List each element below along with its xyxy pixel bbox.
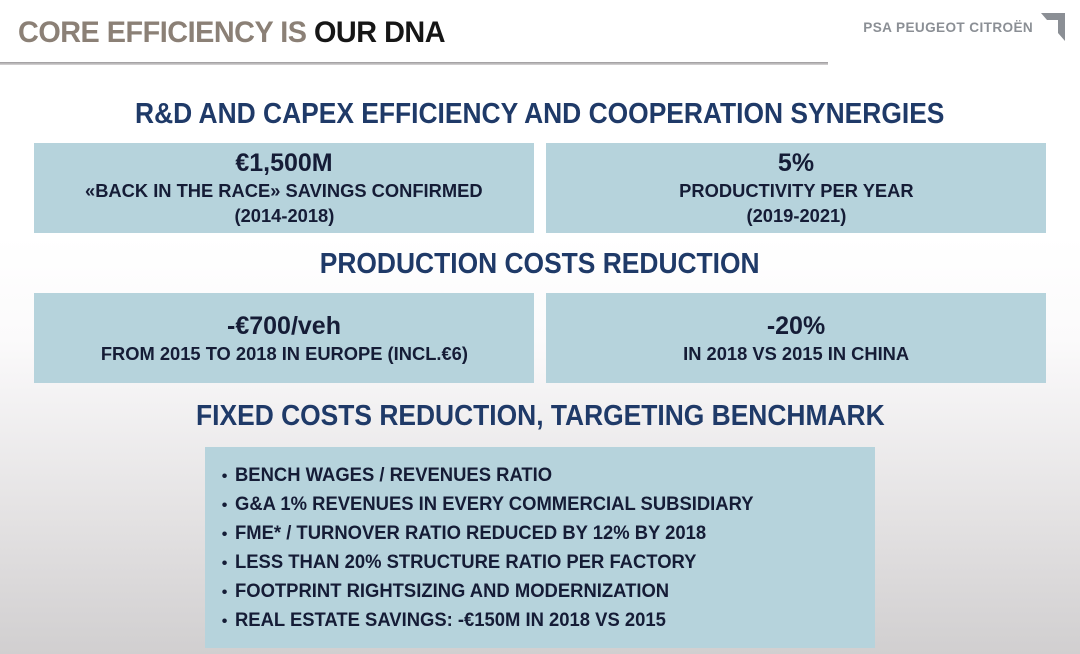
stat-headline: 5% <box>777 149 815 177</box>
stat-box-back-in-race-savings: €1,500M «BACK IN THE RACE» SAVINGS CONFI… <box>34 143 534 233</box>
section-heading-production-costs: PRODUCTION COSTS REDUCTION <box>320 248 760 280</box>
stat-line: PRODUCTIVITY PER YEAR <box>678 180 914 201</box>
stat-box-productivity: 5% PRODUCTIVITY PER YEAR (2019-2021) <box>546 143 1046 233</box>
stat-headline: €1,500M <box>235 149 333 177</box>
page-title-muted: CORE EFFICIENCY IS <box>18 16 314 49</box>
psa-corner-logo-icon <box>1041 13 1065 41</box>
stat-line: IN 2018 VS 2015 IN CHINA <box>683 342 909 364</box>
bullet-item: LESS THAN 20% STRUCTURE RATIO PER FACTOR… <box>205 549 875 578</box>
stat-line: (2014-2018) <box>234 205 334 226</box>
page-title: CORE EFFICIENCY IS OUR DNA <box>18 16 446 50</box>
rd-capex-box-row: €1,500M «BACK IN THE RACE» SAVINGS CONFI… <box>0 143 1080 233</box>
stat-line: FROM 2015 TO 2018 IN EUROPE (INCL.€6) <box>100 342 468 364</box>
stat-box-cost-per-vehicle: -€700/veh FROM 2015 TO 2018 IN EUROPE (I… <box>34 293 534 383</box>
production-box-row: -€700/veh FROM 2015 TO 2018 IN EUROPE (I… <box>0 293 1080 383</box>
company-logo-text: PSA PEUGEOT CITROËN <box>863 19 1033 35</box>
bullet-item: FME* / TURNOVER RATIO REDUCED BY 12% BY … <box>205 520 875 549</box>
page-title-accent: OUR DNA <box>313 16 446 49</box>
fixed-costs-bullet-list: BENCH WAGES / REVENUES RATIO G&A 1% REVE… <box>205 462 875 636</box>
bullet-item: G&A 1% REVENUES IN EVERY COMMERCIAL SUBS… <box>205 491 875 520</box>
slide-header: CORE EFFICIENCY IS OUR DNA PSA PEUGEOT C… <box>0 0 1080 65</box>
fixed-costs-bullet-box: BENCH WAGES / REVENUES RATIO G&A 1% REVE… <box>205 447 875 648</box>
bullet-item: REAL ESTATE SAVINGS: -€150M IN 2018 VS 2… <box>205 607 875 636</box>
header-divider <box>0 62 828 65</box>
stat-line: «BACK IN THE RACE» SAVINGS CONFIRMED <box>85 180 483 201</box>
stat-line: (2019-2021) <box>746 205 846 226</box>
bullet-item: FOOTPRINT RIGHTSIZING AND MODERNIZATION <box>205 578 875 607</box>
stat-headline: -€700/veh <box>227 311 341 340</box>
stat-box-china-reduction: -20% IN 2018 VS 2015 IN CHINA <box>546 293 1046 383</box>
section-heading-rd-capex: R&D AND CAPEX EFFICIENCY AND COOPERATION… <box>135 98 945 130</box>
section-heading-fixed-costs: FIXED COSTS REDUCTION, TARGETING BENCHMA… <box>195 400 885 432</box>
company-logo: PSA PEUGEOT CITROËN <box>858 12 1066 42</box>
stat-headline: -20% <box>766 311 826 340</box>
bullet-item: BENCH WAGES / REVENUES RATIO <box>205 462 875 491</box>
